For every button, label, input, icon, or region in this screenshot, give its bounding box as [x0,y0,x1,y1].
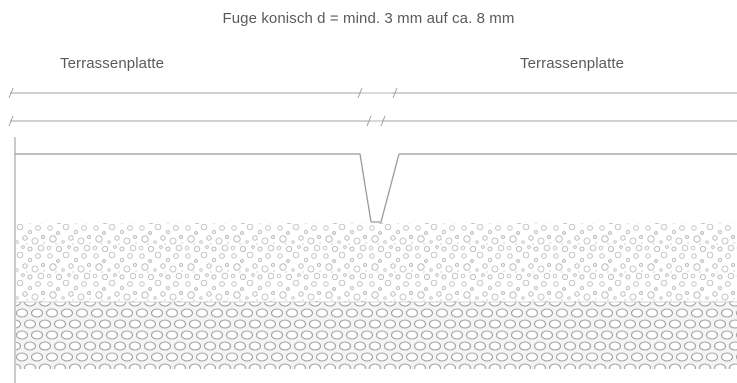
joint-title: Fuge konisch d = mind. 3 mm auf ca. 8 mm [222,10,515,27]
slab-label-right: Terrassenplatte [520,55,625,72]
dimension-line-bottom [8,115,737,127]
dimension-line-top [8,87,737,99]
bedding-layer-fine-gravel [16,223,737,302]
slab-outline [15,153,737,223]
base-layer-coarse-gravel [16,302,737,369]
slab-label-left: Terrassenplatte [60,55,165,72]
